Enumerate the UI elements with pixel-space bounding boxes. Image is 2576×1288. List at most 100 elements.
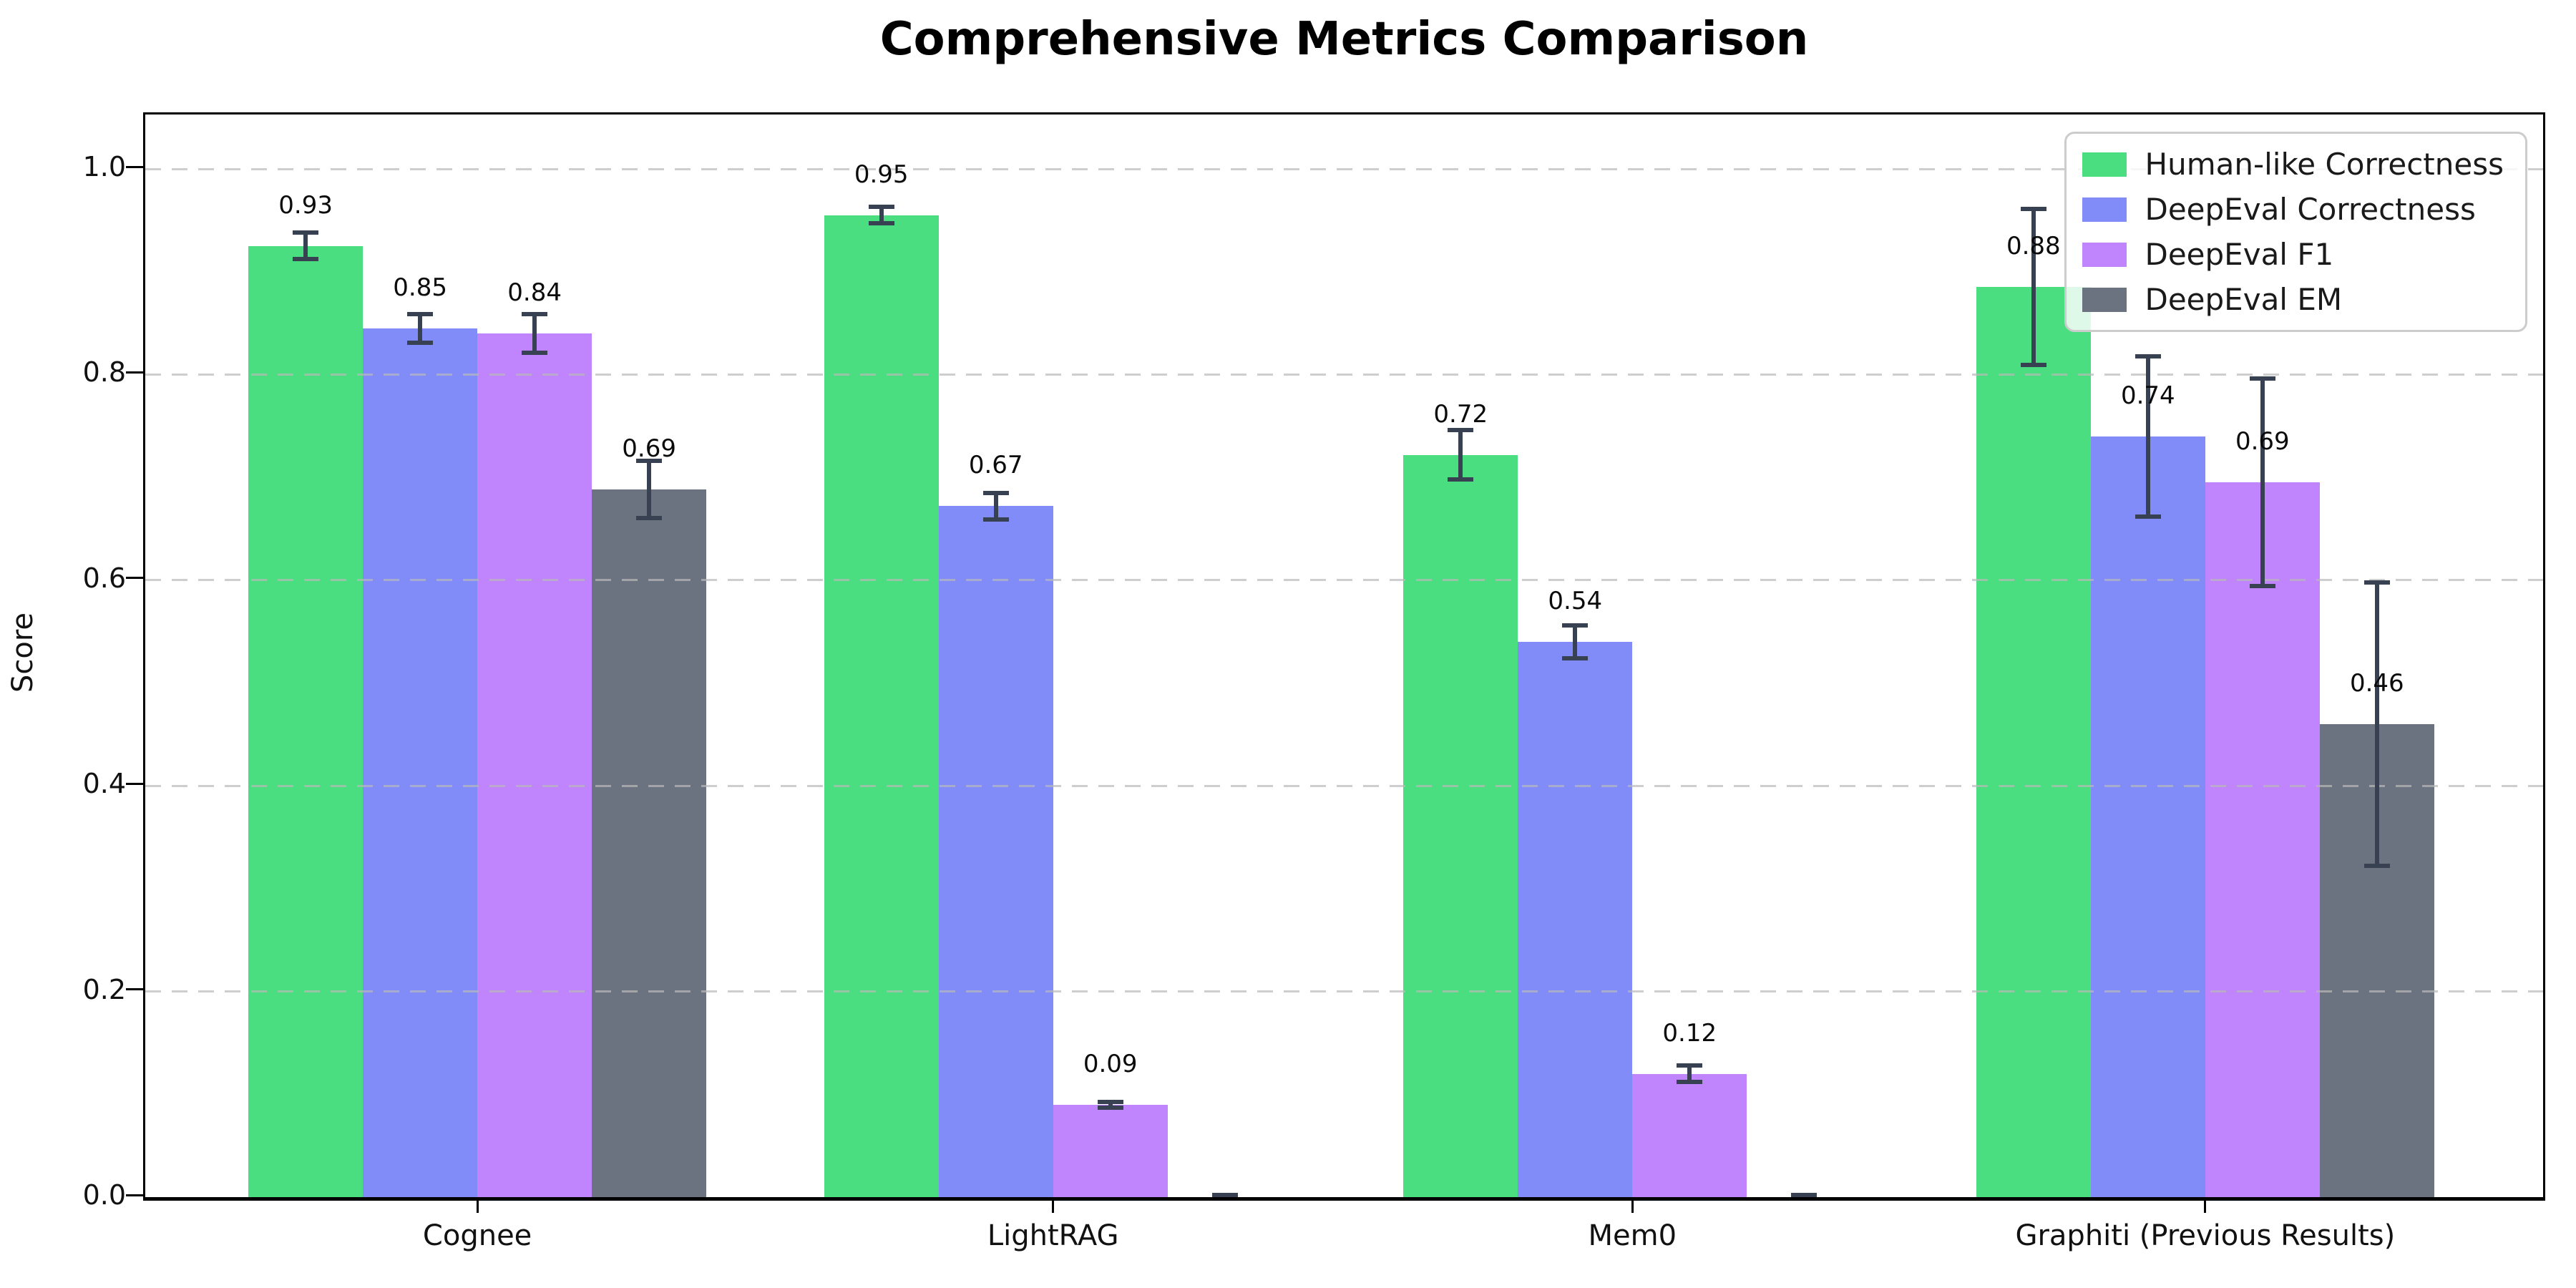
y-tick-mark: [126, 988, 145, 991]
y-tick-label: 1.0: [82, 151, 126, 182]
bar-value-label: 0.69: [2235, 427, 2290, 457]
error-bar: [532, 311, 537, 356]
gridline-0.4: [145, 784, 2543, 787]
error-cap-bottom: [2020, 363, 2046, 368]
bar-value-label: 0.54: [1548, 587, 1603, 616]
legend-item: DeepEval EM: [2082, 282, 2504, 317]
error-cap-top: [522, 311, 548, 316]
gridline-0.6: [145, 579, 2543, 582]
bar-value-label: 0.69: [622, 434, 676, 464]
bar-value-label: 0.67: [968, 451, 1023, 480]
error-cap-top: [982, 490, 1009, 495]
error-cap-top: [1677, 1063, 1703, 1068]
bar-value-label: 0.95: [854, 160, 909, 189]
legend-label: Human-like Correctness: [2145, 147, 2504, 182]
error-cap-top: [1097, 1099, 1123, 1104]
y-tick-mark: [126, 371, 145, 374]
x-tick-label: Graphiti (Previous Results): [2015, 1219, 2396, 1252]
bar-value-label: 0.93: [278, 190, 333, 220]
error-bar: [1108, 1099, 1113, 1110]
legend-swatch: [2082, 197, 2127, 222]
y-tick-mark: [126, 782, 145, 785]
error-cap-bottom: [522, 351, 548, 356]
legend-label: DeepEval F1: [2145, 237, 2334, 272]
y-tick-label: 0.8: [82, 356, 126, 389]
error-bar: [2260, 376, 2265, 589]
legend-swatch: [2082, 242, 2127, 267]
gridline-0.8: [145, 373, 2543, 376]
y-tick-mark: [126, 165, 145, 168]
error-bar: [993, 490, 998, 522]
bar-value-label: 0.88: [2006, 232, 2061, 261]
bar: [2090, 436, 2205, 1197]
error-cap-top: [1448, 428, 1474, 433]
bar-value-label: 0.85: [393, 273, 447, 302]
plot-area: Human-like Correctness DeepEval Correctne…: [143, 112, 2545, 1201]
legend-swatch: [2082, 287, 2127, 312]
error-cap-top: [1791, 1193, 1818, 1197]
error-bar: [1573, 623, 1578, 660]
x-tick-label: LightRAG: [987, 1219, 1119, 1252]
bar: [1403, 454, 1518, 1197]
error-cap-top: [407, 311, 434, 316]
error-cap-bottom: [868, 221, 894, 226]
error-cap-bottom: [982, 517, 1009, 522]
bar: [938, 506, 1053, 1197]
error-cap-bottom: [1562, 655, 1589, 660]
error-cap-top: [636, 459, 663, 464]
x-tick-mark: [1631, 1201, 1634, 1213]
error-cap-bottom: [2249, 584, 2275, 589]
bar: [477, 333, 592, 1197]
error-cap-bottom: [1448, 477, 1474, 482]
bar: [592, 489, 707, 1197]
bar-value-label: 0.74: [2120, 381, 2175, 410]
legend-label: DeepEval EM: [2145, 282, 2343, 317]
error-cap-top: [293, 230, 319, 235]
error-cap-bottom: [1677, 1079, 1703, 1084]
x-tick-label: Mem0: [1588, 1219, 1677, 1252]
error-bar: [879, 205, 884, 226]
bar: [1976, 287, 2091, 1197]
legend-swatch: [2082, 152, 2127, 177]
error-bar: [2145, 353, 2150, 519]
bar: [1518, 642, 1633, 1197]
x-tick-mark: [1052, 1201, 1055, 1213]
bar: [2205, 482, 2320, 1197]
error-cap-top: [2363, 580, 2390, 585]
bar: [824, 215, 939, 1197]
y-tick-mark: [126, 1194, 145, 1196]
bar: [248, 245, 364, 1197]
bar: [1053, 1104, 1168, 1197]
error-cap-bottom: [1097, 1105, 1123, 1110]
error-cap-bottom: [407, 340, 434, 345]
error-cap-top: [2135, 353, 2161, 358]
x-tick-mark: [2204, 1201, 2207, 1213]
error-cap-top: [868, 205, 894, 210]
error-cap-top: [2020, 207, 2046, 212]
error-bar: [418, 311, 423, 345]
error-cap-bottom: [293, 257, 319, 262]
error-cap-top: [1211, 1193, 1238, 1197]
bar: [363, 328, 478, 1197]
bar-value-label: 0.12: [1662, 1018, 1717, 1048]
error-cap-top: [2249, 376, 2275, 381]
legend-item: DeepEval Correctness: [2082, 192, 2504, 227]
gridline-1.0: [145, 167, 2543, 170]
y-tick-label: 0.0: [82, 1179, 126, 1211]
bar-value-label: 0.46: [2349, 668, 2404, 698]
legend-item: DeepEval F1: [2082, 237, 2504, 272]
legend: Human-like Correctness DeepEval Correctne…: [2064, 132, 2527, 332]
error-cap-bottom: [2135, 514, 2161, 519]
error-cap-top: [1562, 623, 1589, 628]
y-tick-label: 0.6: [82, 562, 126, 594]
y-tick-mark: [126, 577, 145, 580]
chart-title: Comprehensive Metrics Comparison: [879, 13, 1809, 66]
y-tick-label: 0.2: [82, 973, 126, 1005]
bar-value-label: 0.09: [1083, 1049, 1138, 1078]
error-bar: [303, 230, 308, 262]
bar: [1632, 1073, 1747, 1197]
legend-item: Human-like Correctness: [2082, 147, 2504, 182]
error-cap-bottom: [636, 516, 663, 521]
gridline-0.2: [145, 990, 2543, 993]
error-bar: [647, 459, 652, 521]
